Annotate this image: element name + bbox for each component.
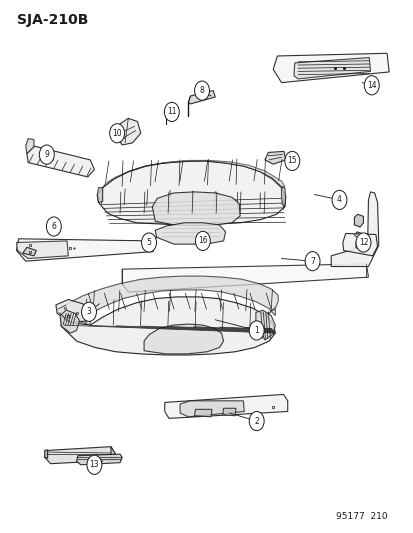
Circle shape bbox=[249, 411, 263, 431]
Text: 4: 4 bbox=[336, 196, 341, 204]
Circle shape bbox=[109, 124, 124, 143]
Polygon shape bbox=[222, 408, 235, 416]
Circle shape bbox=[194, 81, 209, 100]
Circle shape bbox=[249, 321, 263, 340]
Text: 13: 13 bbox=[89, 461, 99, 469]
Text: 11: 11 bbox=[167, 108, 176, 116]
Circle shape bbox=[87, 455, 102, 474]
Polygon shape bbox=[155, 223, 225, 244]
Polygon shape bbox=[188, 91, 215, 104]
Text: 8: 8 bbox=[199, 86, 204, 95]
Polygon shape bbox=[330, 192, 378, 266]
Polygon shape bbox=[180, 401, 244, 417]
Circle shape bbox=[46, 217, 61, 236]
Polygon shape bbox=[111, 447, 115, 461]
Polygon shape bbox=[281, 188, 285, 207]
Text: 5: 5 bbox=[146, 238, 151, 247]
Circle shape bbox=[195, 231, 210, 251]
Polygon shape bbox=[61, 276, 278, 325]
Polygon shape bbox=[115, 118, 140, 145]
Polygon shape bbox=[255, 310, 275, 340]
Circle shape bbox=[355, 233, 370, 252]
Polygon shape bbox=[60, 310, 79, 333]
Circle shape bbox=[284, 151, 299, 171]
Circle shape bbox=[164, 102, 179, 122]
Circle shape bbox=[81, 302, 96, 321]
Polygon shape bbox=[355, 241, 367, 251]
Polygon shape bbox=[27, 146, 94, 177]
Polygon shape bbox=[61, 297, 275, 355]
Text: 14: 14 bbox=[366, 81, 376, 90]
Polygon shape bbox=[194, 409, 211, 417]
Polygon shape bbox=[122, 264, 368, 292]
Text: 2: 2 bbox=[254, 417, 259, 425]
Polygon shape bbox=[17, 241, 68, 259]
Circle shape bbox=[141, 233, 156, 252]
Polygon shape bbox=[102, 160, 284, 188]
Polygon shape bbox=[342, 233, 377, 256]
Text: 10: 10 bbox=[112, 129, 122, 138]
Circle shape bbox=[363, 76, 378, 95]
Polygon shape bbox=[76, 454, 122, 465]
Polygon shape bbox=[293, 58, 370, 79]
Circle shape bbox=[39, 145, 54, 164]
Text: 1: 1 bbox=[254, 326, 259, 335]
Text: 15: 15 bbox=[287, 157, 297, 165]
Polygon shape bbox=[97, 188, 102, 203]
Text: 95177  210: 95177 210 bbox=[336, 512, 387, 521]
Text: SJA-210B: SJA-210B bbox=[17, 13, 88, 27]
Text: 6: 6 bbox=[51, 222, 56, 231]
Polygon shape bbox=[273, 53, 388, 83]
Polygon shape bbox=[144, 324, 223, 354]
Polygon shape bbox=[354, 214, 363, 227]
Text: 9: 9 bbox=[44, 150, 49, 159]
Text: 3: 3 bbox=[86, 308, 91, 316]
Polygon shape bbox=[26, 139, 34, 154]
Polygon shape bbox=[17, 239, 153, 261]
Polygon shape bbox=[97, 161, 285, 225]
Text: 12: 12 bbox=[358, 238, 367, 247]
Polygon shape bbox=[264, 151, 285, 164]
Polygon shape bbox=[164, 394, 287, 418]
Circle shape bbox=[304, 252, 319, 271]
Polygon shape bbox=[56, 300, 89, 322]
Polygon shape bbox=[152, 192, 240, 225]
Circle shape bbox=[331, 190, 346, 209]
Polygon shape bbox=[354, 232, 364, 240]
Polygon shape bbox=[164, 111, 166, 113]
Polygon shape bbox=[23, 247, 36, 256]
Polygon shape bbox=[45, 447, 115, 464]
Polygon shape bbox=[45, 450, 47, 458]
Text: 16: 16 bbox=[197, 237, 207, 245]
Text: 7: 7 bbox=[309, 257, 314, 265]
